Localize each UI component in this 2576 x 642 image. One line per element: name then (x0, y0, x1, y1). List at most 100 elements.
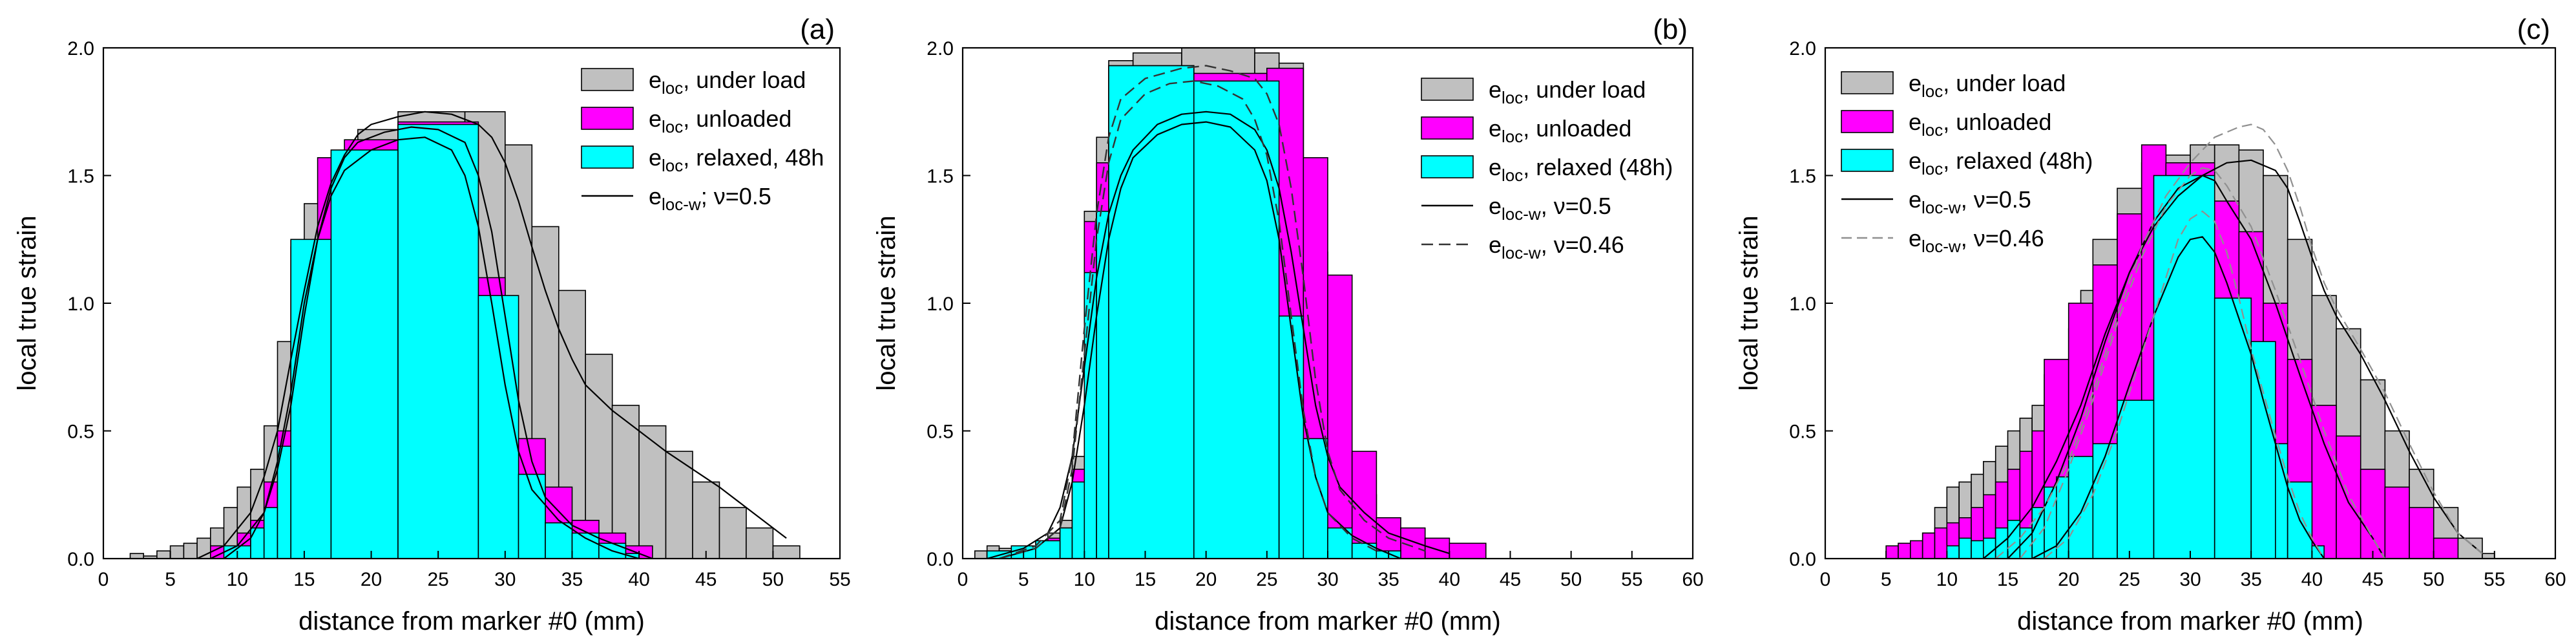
legend-swatch-relaxed (1421, 155, 1474, 178)
x-tick-label: 15 (293, 569, 315, 590)
bar-under_load (156, 550, 171, 559)
bar-relaxed (330, 149, 399, 559)
x-axis-label: distance from marker #0 (mm) (2017, 607, 2363, 636)
bar-relaxed (1958, 537, 1972, 559)
bar-relaxed (2250, 341, 2276, 559)
x-tick-label: 10 (1074, 569, 1095, 590)
bar-unloaded (1910, 540, 1923, 559)
bar-relaxed (2153, 175, 2215, 559)
legend-entry-relaxed: eloc, relaxed (48h) (1489, 154, 1673, 185)
bar-unloaded (1885, 545, 1899, 559)
legend-swatch-relaxed (1841, 149, 1894, 172)
legend-label: , under load (1943, 70, 2066, 96)
curve-dashed-grey (1995, 123, 2483, 559)
y-axis-label: local true strain (1735, 215, 1763, 391)
x-tick-label: 50 (1560, 569, 1582, 590)
x-axis-label: distance from marker #0 (mm) (1155, 607, 1501, 636)
bar-under_load (692, 481, 720, 559)
x-tick-label: 10 (227, 569, 248, 590)
bar-unloaded (2384, 486, 2410, 559)
legend-subscript: loc-w (1502, 243, 1541, 262)
legend-label: , unloaded (1943, 109, 2051, 135)
legend-entry-under_load: eloc, under load (1909, 70, 2066, 101)
bar-relaxed (2031, 507, 2045, 559)
curve-solid-black (2007, 175, 2386, 559)
legend-label: , ν=0.5 (1541, 193, 1611, 219)
bar-relaxed (571, 532, 600, 559)
legend-base: e (649, 183, 662, 209)
legend-entry-relaxed: eloc, relaxed, 48h (649, 144, 824, 175)
bar-unloaded (1449, 542, 1487, 559)
series-relaxed (986, 65, 1401, 559)
legend-base: e (1909, 70, 1922, 96)
legend-subscript: loc-w (662, 195, 701, 214)
y-tick-label: 1.0 (67, 294, 94, 315)
bar-unloaded (2433, 537, 2459, 559)
curve-solid-black (1983, 159, 2483, 559)
bar-relaxed (2044, 486, 2057, 559)
legend-subscript: loc (1502, 166, 1523, 185)
legend-label: , unloaded (1523, 115, 1631, 142)
x-tick-label: 40 (1439, 569, 1460, 590)
x-tick-label: 25 (1256, 569, 1277, 590)
bar-relaxed (545, 522, 573, 559)
legend-label: , relaxed, 48h (683, 144, 824, 171)
x-tick-label: 20 (1195, 569, 1217, 590)
curve-dashed-dark (999, 65, 1426, 560)
legend-swatch-unloaded (1841, 110, 1894, 133)
curve-solid-black (223, 136, 640, 560)
x-tick-label: 55 (2484, 569, 2505, 590)
bar-under_load (718, 507, 747, 559)
bar-relaxed (1983, 537, 1996, 559)
x-tick-label: 30 (2179, 569, 2201, 590)
panel-label: (a) (800, 14, 835, 45)
x-tick-label: 60 (2544, 569, 2566, 590)
x-tick-label: 35 (1377, 569, 1399, 590)
legend-entry-relaxed: eloc, relaxed (48h) (1909, 147, 2093, 178)
bar-unloaded (1898, 542, 1911, 559)
x-tick-label: 50 (762, 569, 784, 590)
x-tick-label: 15 (1135, 569, 1156, 590)
legend-subscript: loc (1922, 81, 1943, 101)
legend-label: , ν=0.5 (1961, 186, 2031, 213)
y-tick-label: 0.0 (927, 549, 954, 570)
bar-under_load (169, 545, 185, 559)
y-tick-label: 1.0 (1789, 294, 1816, 315)
bar-relaxed (397, 123, 479, 559)
bar-under_load (772, 545, 801, 559)
y-tick-label: 0.5 (1789, 422, 1816, 443)
bar-relaxed (1035, 540, 1061, 559)
x-tick-label: 40 (2301, 569, 2323, 590)
legend-subscript: loc (1502, 127, 1523, 146)
legend-label: , ν=0.46 (1961, 225, 2044, 251)
y-tick-label: 1.5 (927, 166, 954, 187)
bar-unloaded (2360, 468, 2386, 559)
legend-base: e (649, 105, 662, 132)
x-tick-label: 0 (1820, 569, 1831, 590)
legend-entry-nu05: eloc-w; ν=0.5 (649, 183, 771, 214)
bar-relaxed (2214, 297, 2252, 559)
y-tick-label: 2.0 (927, 38, 954, 59)
legend-swatch-under_load (1841, 71, 1894, 94)
curve-dashed-grey (2019, 167, 2386, 559)
x-tick-label: 35 (2240, 569, 2261, 590)
legend-base: e (1489, 115, 1502, 142)
x-tick-label: 0 (98, 569, 109, 590)
legend-base: e (1489, 76, 1502, 103)
y-tick-label: 1.0 (927, 294, 954, 315)
bar-relaxed (1278, 315, 1304, 559)
x-tick-label: 45 (695, 569, 717, 590)
legend-base: e (1489, 193, 1502, 219)
legend-label: , unloaded (683, 105, 791, 132)
bar-unloaded (2336, 435, 2361, 559)
legend-subscript: loc (662, 156, 683, 175)
y-tick-label: 0.5 (927, 422, 954, 443)
x-tick-label: 50 (2423, 569, 2444, 590)
chart-panel-1: 0 5 10 15 20 25 30 35 40 45 50 55 0.0 0.5 1.0 1.5 2.0 dis… (13, 14, 851, 636)
bar-under_load (746, 527, 774, 559)
x-tick-label: 10 (1936, 569, 1958, 590)
legend-subscript: loc (1922, 120, 1943, 140)
curve-dashed-grey (2044, 210, 2325, 559)
